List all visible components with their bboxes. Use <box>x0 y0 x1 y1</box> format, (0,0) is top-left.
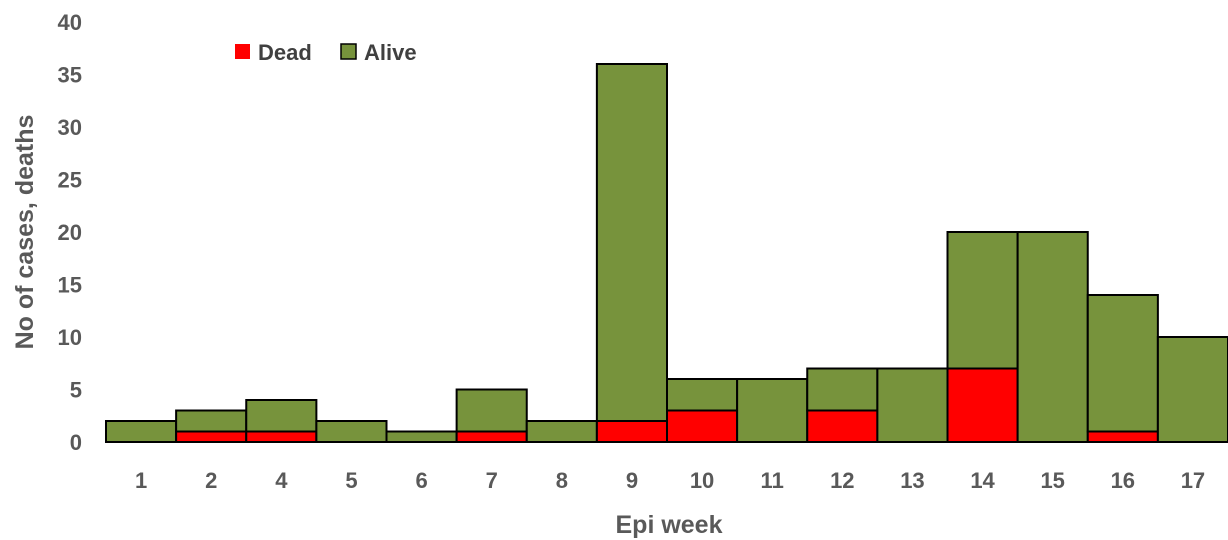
bar-alive-week-4 <box>245 399 318 433</box>
bar-dead-week-14 <box>946 367 1019 443</box>
bar-alive-week-15 <box>1016 231 1089 443</box>
y-tick-label: 40 <box>58 10 82 35</box>
x-tick-label: 17 <box>1181 468 1205 493</box>
y-tick-label: 30 <box>58 115 82 140</box>
bar-alive-week-17 <box>1156 336 1228 443</box>
legend-label-dead: Dead <box>258 40 312 65</box>
x-tick-label: 4 <box>275 468 288 493</box>
bar-alive-week-13 <box>876 367 949 443</box>
y-tick-label: 35 <box>58 63 82 88</box>
bar-alive-week-1 <box>105 420 178 443</box>
bar-dead-week-7 <box>455 430 528 443</box>
x-tick-label: 5 <box>345 468 357 493</box>
legend: Dead Alive <box>235 40 417 65</box>
bar-alive-week-2 <box>175 409 248 433</box>
x-tick-label: 2 <box>205 468 217 493</box>
x-tick-label: 9 <box>626 468 638 493</box>
bar-alive-week-6 <box>385 430 458 443</box>
bar-dead-week-10 <box>666 409 739 443</box>
x-tick-label: 16 <box>1111 468 1135 493</box>
x-tick-label: 6 <box>415 468 427 493</box>
x-tick-label: 10 <box>690 468 714 493</box>
y-axis-ticks: 0 5 10 15 20 25 30 35 40 <box>58 10 82 455</box>
bar-dead-week-16 <box>1086 430 1159 443</box>
bar-dead-week-2 <box>175 430 248 443</box>
x-axis-title: Epi week <box>616 511 723 539</box>
bar-dead-week-12 <box>806 409 879 443</box>
bar-alive-week-9 <box>595 63 668 422</box>
y-axis-title: No of cases, deaths <box>11 115 39 350</box>
bar-alive-week-7 <box>455 388 528 433</box>
y-tick-label: 10 <box>58 325 82 350</box>
bars-group <box>105 63 1228 443</box>
legend-swatch-dead <box>235 44 250 59</box>
x-tick-label: 15 <box>1040 468 1064 493</box>
x-axis-ticks: 1 2 4 5 6 7 8 9 10 11 12 13 14 15 16 17 <box>135 468 1205 493</box>
y-tick-label: 25 <box>58 168 82 193</box>
x-tick-label: 11 <box>761 468 784 493</box>
y-tick-label: 20 <box>58 220 82 245</box>
bar-alive-week-10 <box>666 378 739 412</box>
y-tick-label: 15 <box>58 273 82 298</box>
bar-dead-week-4 <box>245 430 318 443</box>
x-tick-label: 7 <box>486 468 498 493</box>
bar-alive-week-5 <box>315 420 388 443</box>
bar-alive-week-8 <box>525 420 598 443</box>
x-tick-label: 14 <box>970 468 995 493</box>
bar-dead-week-9 <box>595 420 668 443</box>
legend-swatch-alive <box>340 43 357 60</box>
bar-alive-week-16 <box>1086 294 1159 433</box>
bar-alive-week-14 <box>946 231 1019 370</box>
y-tick-label: 0 <box>70 430 82 455</box>
bar-alive-week-12 <box>806 367 879 412</box>
x-tick-label: 8 <box>556 468 568 493</box>
y-tick-label: 5 <box>70 378 82 403</box>
x-tick-label: 12 <box>830 468 854 493</box>
x-tick-label: 1 <box>135 468 147 493</box>
legend-label-alive: Alive <box>364 40 417 65</box>
bar-alive-week-11 <box>736 378 809 443</box>
x-tick-label: 13 <box>900 468 924 493</box>
